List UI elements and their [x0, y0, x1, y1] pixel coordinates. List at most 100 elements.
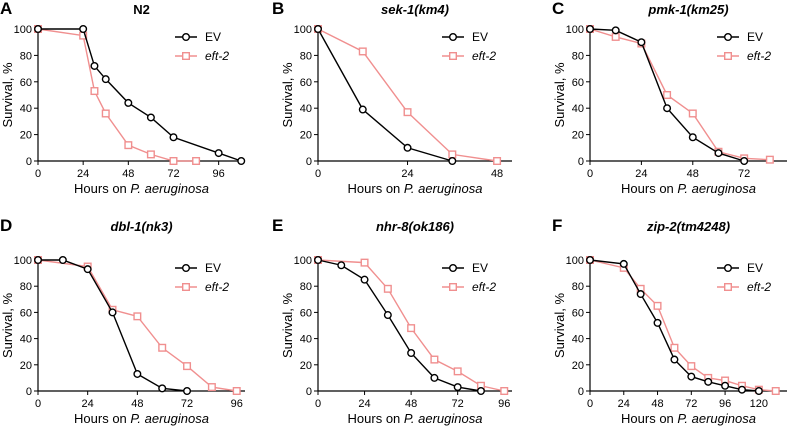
data-point-EV: [108, 308, 117, 317]
y-tick-label: 80: [20, 281, 32, 293]
legend-marker-EV: [449, 33, 458, 42]
x-tick-label: 48: [405, 398, 417, 410]
data-point-EV: [383, 311, 392, 320]
y-tick-label: 40: [20, 103, 32, 115]
data-point-EV: [34, 256, 43, 265]
data-point-EV: [653, 318, 662, 327]
data-point-EV: [403, 143, 412, 152]
data-point-EV: [83, 265, 92, 274]
x-axis-label: Hours on P. aeruginosa: [74, 181, 209, 196]
y-tick-label: 0: [578, 386, 584, 398]
data-point-eft-2: [611, 32, 620, 41]
data-point-EV: [214, 149, 223, 158]
data-point-eft-2: [158, 343, 167, 352]
data-point-eft-2: [232, 387, 241, 396]
y-tick-label: 20: [572, 130, 584, 142]
data-point-EV: [407, 349, 416, 358]
x-axis-label: Hours on P. aeruginosa: [621, 181, 756, 196]
data-point-EV: [360, 275, 369, 284]
data-point-EV: [721, 381, 730, 390]
data-point-EV: [740, 156, 749, 165]
x-tick-label: 0: [35, 168, 41, 180]
data-point-EV: [101, 75, 110, 84]
data-point-EV: [79, 25, 88, 34]
x-tick-label: 72: [452, 398, 464, 410]
x-tick-label: 72: [685, 398, 697, 410]
x-tick-label: 96: [213, 168, 225, 180]
legend-label-EV: EV: [472, 30, 488, 44]
legend-label-EV: EV: [747, 30, 763, 44]
data-point-EV: [314, 256, 323, 265]
y-tick-label: 100: [566, 24, 584, 36]
y-tick-label: 0: [306, 156, 312, 168]
legend-label-eft-2: eft-2: [472, 49, 496, 63]
y-tick-label: 20: [20, 360, 32, 372]
data-point-EV: [611, 26, 620, 35]
y-tick-label: 0: [26, 386, 32, 398]
y-tick-label: 80: [572, 50, 584, 62]
panel-title: N2: [133, 2, 150, 17]
data-point-eft-2: [358, 47, 367, 56]
legend-label-EV: EV: [205, 261, 221, 275]
x-tick-label: 24: [401, 168, 413, 180]
x-tick-label: 24: [635, 168, 647, 180]
data-point-EV: [58, 256, 67, 265]
x-tick-label: 48: [651, 398, 663, 410]
data-point-EV: [663, 104, 672, 113]
y-axis-label: Survival, %: [280, 62, 295, 127]
y-tick-label: 60: [300, 77, 312, 89]
panel-letter: D: [0, 216, 12, 235]
y-tick-label: 20: [300, 360, 312, 372]
data-point-EV: [183, 387, 192, 396]
data-point-EV: [670, 355, 679, 364]
data-point-eft-2: [90, 87, 99, 96]
x-axis-label: Hours on P. aeruginosa: [348, 181, 483, 196]
y-tick-label: 0: [26, 156, 32, 168]
data-point-EV: [688, 133, 697, 142]
y-tick-label: 80: [300, 50, 312, 62]
x-tick-label: 120: [750, 398, 768, 410]
series-line-eft-2: [589, 28, 770, 161]
legend-label-EV: EV: [205, 30, 221, 44]
y-tick-label: 80: [20, 50, 32, 62]
data-point-eft-2: [453, 367, 462, 376]
x-axis-label: Hours on P. aeruginosa: [621, 411, 756, 426]
data-point-eft-2: [663, 90, 672, 99]
x-axis-label-organism: P. aeruginosa: [130, 411, 209, 426]
data-point-eft-2: [169, 156, 178, 165]
data-point-EV: [714, 149, 723, 158]
data-point-EV: [636, 290, 645, 299]
y-tick-label: 40: [300, 103, 312, 115]
panel-title: zip-2(tm4248): [646, 219, 730, 234]
data-point-EV: [637, 38, 646, 47]
x-axis-label-prefix: Hours on: [348, 181, 404, 196]
y-tick-label: 80: [300, 281, 312, 293]
data-point-EV: [737, 385, 746, 394]
y-tick-label: 100: [14, 255, 32, 267]
x-tick-label: 96: [719, 398, 731, 410]
x-tick-label: 24: [82, 398, 94, 410]
data-point-eft-2: [192, 156, 201, 165]
series-line-eft-2: [37, 28, 197, 162]
data-point-EV: [476, 387, 485, 396]
data-point-EV: [146, 113, 155, 122]
legend-marker-eft-2: [724, 52, 733, 61]
data-point-EV: [337, 261, 346, 270]
y-tick-label: 0: [578, 156, 584, 168]
x-tick-label: 0: [315, 168, 321, 180]
legend-label-eft-2: eft-2: [205, 49, 229, 63]
x-axis-label-prefix: Hours on: [621, 411, 677, 426]
y-tick-label: 80: [572, 281, 584, 293]
y-tick-label: 40: [572, 334, 584, 346]
series-line-EV: [317, 28, 453, 162]
panel-letter: C: [552, 0, 564, 18]
panel-title: dbl-1(nk3): [110, 219, 172, 234]
data-point-EV: [237, 156, 246, 165]
data-point-EV: [619, 259, 628, 268]
x-axis-label-organism: P. aeruginosa: [404, 411, 483, 426]
y-tick-label: 60: [300, 307, 312, 319]
x-axis-label-prefix: Hours on: [74, 411, 130, 426]
